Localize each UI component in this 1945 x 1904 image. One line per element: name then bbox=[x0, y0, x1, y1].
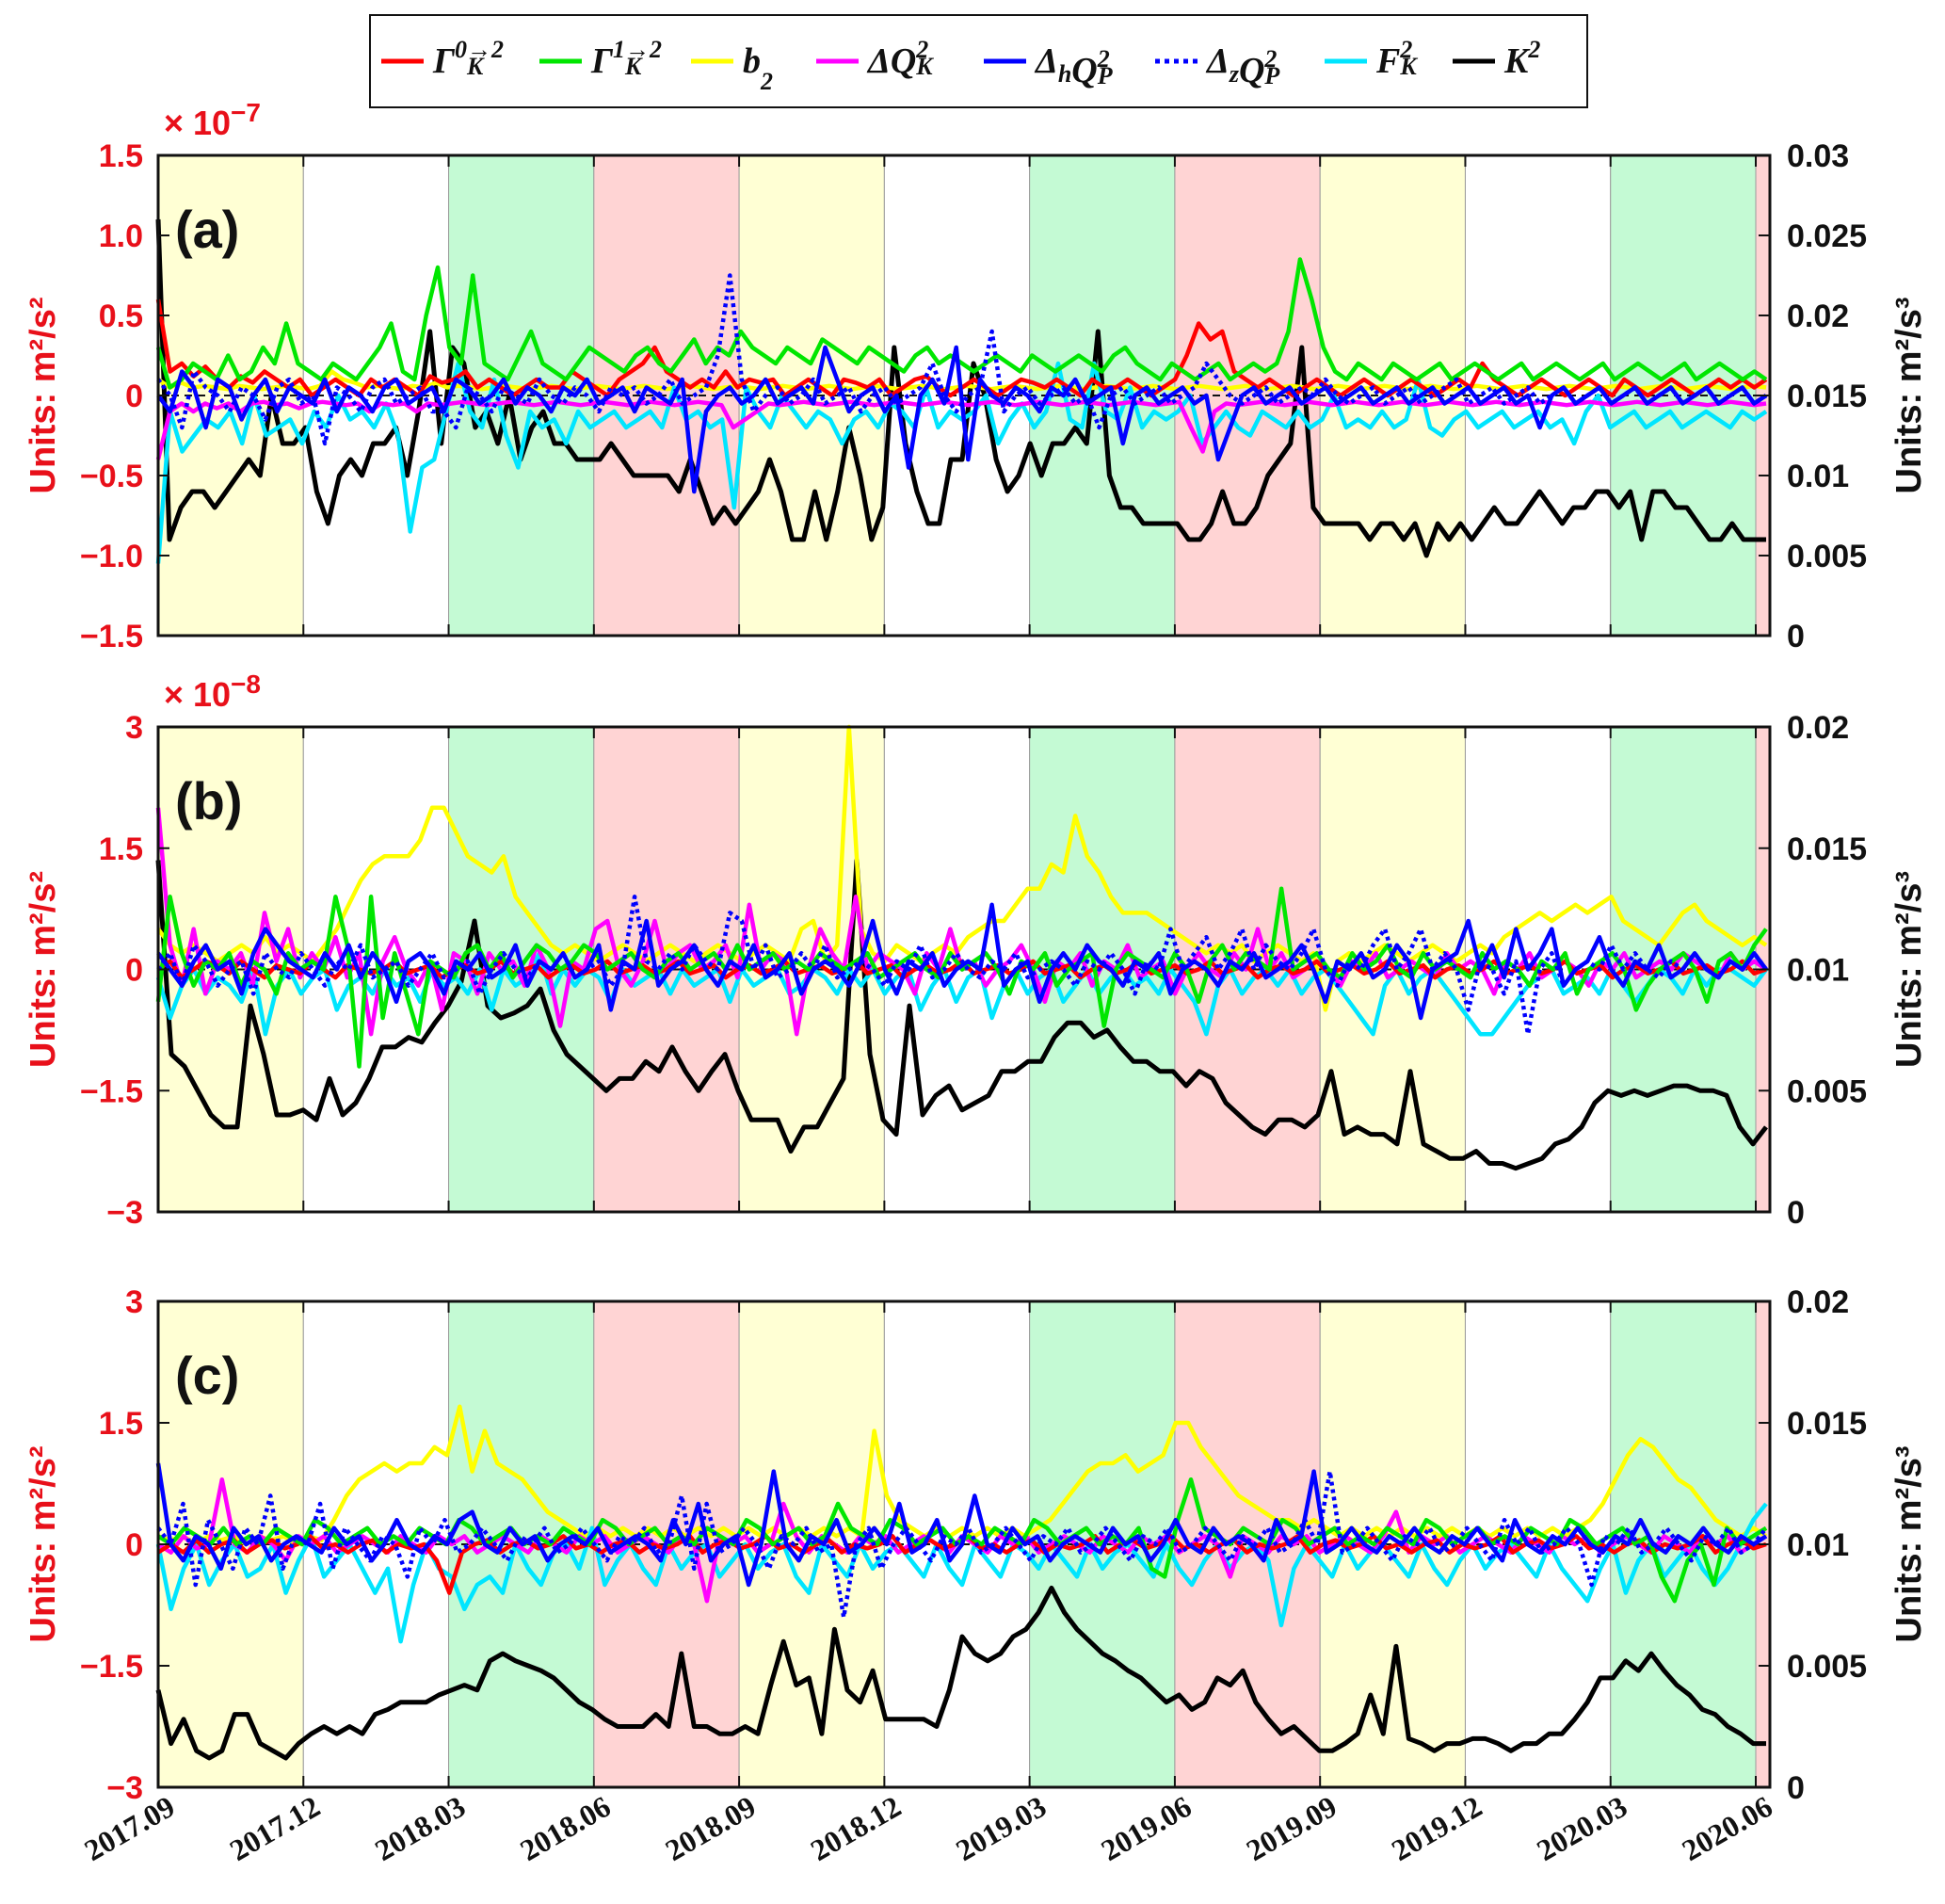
y-tick-left-label: 3 bbox=[125, 710, 143, 746]
x-tick-label: 2019.03 bbox=[950, 1789, 1052, 1867]
legend-item-dQK: ΔQ2 K bbox=[816, 36, 934, 81]
y-tick-left-label: −1.5 bbox=[80, 619, 143, 654]
x-tick-label: 2017.12 bbox=[224, 1789, 326, 1867]
x-tick-label: 2019.09 bbox=[1241, 1789, 1342, 1867]
x-axis-labels: 2017.09 2017.12 2018.03 2018.06 2018.09 2018.… bbox=[78, 1789, 1777, 1867]
legend-label: K2 bbox=[1503, 36, 1540, 81]
series-line-b2 bbox=[157, 1404, 1768, 1547]
y-axis-right-label: Units: m²/s³ bbox=[1889, 871, 1929, 1068]
y-tick-left-label: 1.0 bbox=[99, 218, 143, 254]
y-tick-left-label: 0 bbox=[125, 379, 143, 414]
y-tick-left-label: 1.5 bbox=[99, 831, 143, 867]
y-tick-left-label: 1.5 bbox=[99, 138, 143, 174]
y-tick-left-label: 3 bbox=[125, 1284, 143, 1320]
y-tick-left-label: −3 bbox=[106, 1770, 143, 1806]
y-tick-right-label: 0.01 bbox=[1787, 459, 1849, 494]
x-tick-label: 2018.03 bbox=[369, 1789, 471, 1867]
x-tick-label: 2020.03 bbox=[1531, 1789, 1632, 1867]
x-tick-label: 2019.12 bbox=[1386, 1789, 1487, 1867]
legend-item-dzQP: ΔzQ2 P bbox=[1155, 41, 1280, 90]
x-tick-label: 2018.09 bbox=[660, 1789, 762, 1867]
legend: Γ0→2 K Γ1→2 K b2 ΔQ2 K ΔhQ2 P ΔzQ2 P F2 K K2 bbox=[369, 14, 1588, 108]
y-tick-left-label: −1.5 bbox=[80, 1649, 143, 1685]
panel-c: 3 1.5 0 −1.5 −3 0.02 0.015 0.01 0.005 0 (c) Units: … bbox=[24, 1284, 1929, 1806]
x-tick-label: 2018.06 bbox=[514, 1789, 616, 1867]
axis-exponent: × 10−8 bbox=[164, 670, 261, 714]
y-tick-left-label: 0 bbox=[125, 1527, 143, 1563]
series-line-gamma12 bbox=[155, 257, 1768, 390]
series-line-K2 bbox=[155, 858, 1768, 1171]
legend-item-FK: F2 K bbox=[1325, 36, 1418, 81]
y-tick-right-label: 0.01 bbox=[1787, 1527, 1849, 1563]
x-tick-label: 2019.06 bbox=[1095, 1789, 1197, 1867]
legend-label: ΔQ2 K bbox=[866, 36, 934, 81]
series-line-b2 bbox=[156, 724, 1768, 1012]
y-tick-left-label: −0.5 bbox=[80, 459, 143, 494]
legend-label: F2 K bbox=[1375, 36, 1418, 81]
legend-item-dhQP: ΔhQ2 P bbox=[984, 41, 1114, 90]
series-line-dhQP bbox=[155, 1462, 1768, 1588]
panel-label: (c) bbox=[175, 1346, 239, 1405]
series-line-K2 bbox=[155, 218, 1766, 558]
legend-item-K2: K2 bbox=[1453, 36, 1540, 81]
y-tick-right-label: 0.03 bbox=[1787, 138, 1849, 174]
y-tick-right-label: 0.025 bbox=[1787, 218, 1867, 254]
y-tick-left-label: 1.5 bbox=[99, 1406, 143, 1442]
y-axis-left-label: Units: m²/s² bbox=[24, 871, 63, 1068]
legend-label: ΔzQ2 P bbox=[1205, 41, 1280, 90]
legend-label: Γ1→2 K bbox=[590, 36, 662, 81]
y-tick-left-label: −1.5 bbox=[80, 1073, 143, 1109]
y-axis-left-label: Units: m²/s² bbox=[24, 1446, 63, 1643]
x-tick-label: 2018.12 bbox=[805, 1789, 907, 1867]
y-tick-right-label: 0.015 bbox=[1787, 1406, 1867, 1442]
y-axis-left-label: Units: m²/s² bbox=[24, 298, 63, 494]
y-tick-right-label: 0 bbox=[1787, 619, 1805, 654]
y-tick-left-label: −3 bbox=[106, 1195, 143, 1231]
y-tick-left-label: 0 bbox=[125, 953, 143, 989]
y-tick-left-label: 0.5 bbox=[99, 299, 143, 334]
legend-label: Γ0→2 K bbox=[432, 36, 504, 81]
y-tick-right-label: 0 bbox=[1787, 1770, 1805, 1806]
series-line-dzQP bbox=[156, 895, 1768, 1037]
y-tick-right-label: 0.005 bbox=[1787, 539, 1867, 574]
panel-label: (a) bbox=[175, 200, 239, 259]
y-tick-right-label: 0.02 bbox=[1787, 710, 1849, 746]
y-tick-right-label: 0.015 bbox=[1787, 831, 1867, 867]
y-axis-right-label: Units: m²/s³ bbox=[1889, 298, 1929, 494]
series-line-dzQP bbox=[156, 1469, 1768, 1620]
series-line-K2 bbox=[155, 1585, 1766, 1761]
series-line-dzQP bbox=[156, 273, 1768, 446]
y-tick-right-label: 0.02 bbox=[1787, 1284, 1849, 1320]
panel-a: 1.5 1.0 0.5 0 −0.5 −1.0 −1.5 0.03 0.025 0.02 0.015… bbox=[24, 98, 1929, 654]
y-tick-right-label: 0.005 bbox=[1787, 1073, 1867, 1109]
y-tick-right-label: 0.02 bbox=[1787, 299, 1849, 334]
legend-label: b2 bbox=[743, 41, 773, 95]
y-tick-right-label: 0.01 bbox=[1787, 953, 1849, 989]
legend-label: ΔhQ2 P bbox=[1034, 41, 1114, 90]
y-tick-left-label: −1.0 bbox=[80, 539, 143, 574]
y-tick-right-label: 0 bbox=[1787, 1195, 1805, 1231]
legend-item-gamma02: Γ0→2 K bbox=[381, 36, 504, 81]
panel-label: (b) bbox=[175, 771, 243, 831]
y-tick-right-label: 0.005 bbox=[1787, 1649, 1867, 1685]
y-tick-right-label: 0.015 bbox=[1787, 379, 1867, 414]
x-tick-label: 2020.06 bbox=[1676, 1789, 1777, 1867]
legend-item-gamma12: Γ1→2 K bbox=[539, 36, 662, 81]
y-axis-right-label: Units: m²/s³ bbox=[1889, 1446, 1929, 1643]
legend-item-b2: b2 bbox=[691, 41, 773, 95]
axis-exponent: × 10−7 bbox=[164, 98, 261, 142]
panel-b: 3 1.5 0 −1.5 −3 0.02 0.015 0.01 0.005 0 (b) × 10−8 U… bbox=[24, 670, 1929, 1231]
